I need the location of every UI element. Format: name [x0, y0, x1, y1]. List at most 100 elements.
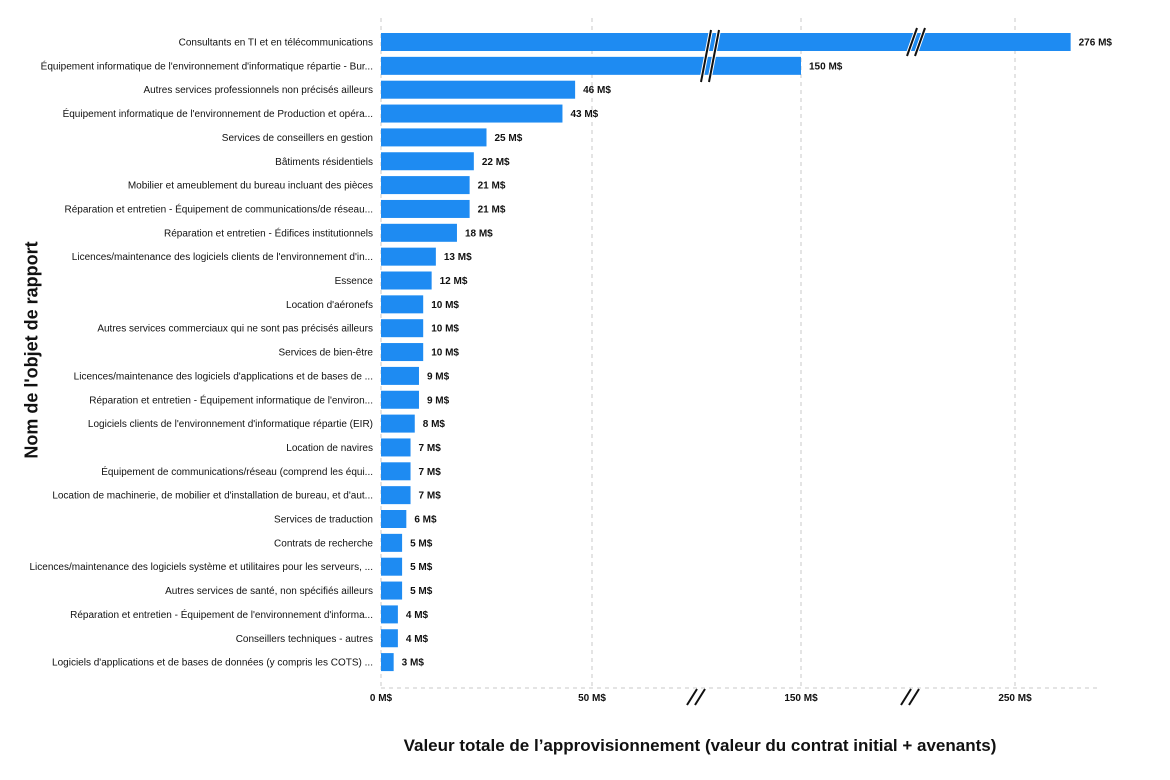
bar [381, 557, 403, 576]
category-label: Mobilier et ameublement du bureau inclua… [128, 181, 373, 192]
data-label: 7 M$ [419, 443, 442, 454]
category-label: Contrats de recherche [274, 538, 373, 549]
category-label: Réparation et entretien - Équipement inf… [89, 393, 373, 406]
category-label: Réparation et entretien - Équipement de … [70, 608, 373, 621]
data-label: 18 M$ [465, 228, 493, 239]
category-label: Essence [335, 276, 374, 287]
break-mark-slash [900, 688, 912, 706]
bar [381, 653, 394, 672]
bar [381, 80, 576, 99]
data-label: 21 M$ [478, 181, 506, 192]
bar [381, 510, 407, 528]
bar [381, 247, 436, 266]
data-label: 9 M$ [427, 395, 450, 406]
data-label: 10 M$ [431, 348, 459, 359]
category-label: Autres services professionnels non préci… [143, 85, 373, 96]
data-label: 5 M$ [410, 562, 433, 573]
axis-break-bars-1 [699, 29, 721, 83]
data-label: 5 M$ [410, 586, 433, 597]
x-tick-label: 0 M$ [370, 693, 393, 704]
category-label: Logiciels d'applications et de bases de … [52, 658, 373, 669]
bar [381, 438, 411, 457]
break-mark-slash [700, 29, 712, 83]
bar [381, 629, 398, 648]
data-label: 25 M$ [495, 133, 523, 144]
category-label: Conseillers techniques - autres [236, 634, 373, 645]
break-mark-slash [708, 29, 720, 83]
data-label: 3 M$ [402, 658, 425, 669]
data-label: 7 M$ [419, 491, 442, 502]
bar [381, 199, 470, 218]
category-label: Services de traduction [274, 515, 373, 526]
data-label: 8 M$ [423, 419, 446, 430]
y-axis-title: Nom de l'objet de rapport [21, 241, 42, 459]
category-label: Équipement informatique de l'environneme… [63, 107, 373, 120]
data-label: 22 M$ [482, 157, 510, 168]
data-label: 5 M$ [410, 538, 433, 549]
bar [381, 271, 432, 290]
bar [381, 390, 419, 409]
x-axis-title: Valeur totale de l’approvisionnement (va… [403, 736, 997, 755]
bar [381, 128, 487, 147]
data-label: 276 M$ [1079, 38, 1113, 49]
x-tick-label: 250 M$ [998, 693, 1032, 704]
category-label: Location d'aéronefs [286, 300, 373, 311]
break-mark-slash [908, 688, 920, 706]
category-label: Licences/maintenance des logiciels clien… [72, 252, 373, 263]
category-label: Bâtiments résidentiels [275, 157, 373, 168]
bar [381, 462, 411, 481]
data-label: 7 M$ [419, 467, 442, 478]
x-tick-label: 50 M$ [578, 693, 606, 704]
category-label: Services de bien-être [279, 348, 374, 359]
data-label: 21 M$ [478, 204, 506, 215]
category-label: Équipement de communications/réseau (com… [101, 465, 373, 478]
bar [381, 295, 424, 314]
data-label: 43 M$ [570, 109, 598, 120]
category-label: Consultants en TI et en télécommunicatio… [179, 38, 373, 49]
x-tick-label: 150 M$ [784, 693, 818, 704]
axis-break-tick-1 [685, 687, 707, 707]
bar [381, 486, 411, 505]
data-label: 12 M$ [440, 276, 468, 287]
axis-break-bars-2 [905, 27, 927, 57]
data-label: 10 M$ [431, 324, 459, 335]
break-mark-slash [914, 27, 926, 57]
data-label: 46 M$ [583, 85, 611, 96]
category-label: Location de navires [286, 443, 373, 454]
bar [381, 605, 398, 624]
bar [381, 343, 424, 362]
axis-break-tick-2 [899, 687, 921, 707]
bar [381, 176, 470, 195]
category-label: Licences/maintenance des logiciels systè… [30, 562, 374, 573]
category-label: Services de conseillers en gestion [222, 133, 373, 144]
break-mark-slash [686, 688, 698, 706]
category-label: Autres services de santé, non spécifiés … [165, 586, 373, 597]
data-label: 9 M$ [427, 371, 450, 382]
category-label: Autres services commerciaux qui ne sont … [97, 324, 373, 335]
bar [381, 533, 403, 552]
bar [381, 152, 474, 171]
break-mark-slash [694, 688, 706, 706]
category-label: Réparation et entretien - Équipement de … [64, 202, 373, 215]
bar [381, 56, 801, 75]
bar [381, 414, 415, 433]
bar [381, 223, 457, 242]
category-label: Location de machinerie, de mobilier et d… [52, 491, 373, 502]
data-label: 4 M$ [406, 610, 429, 621]
data-label: 4 M$ [406, 634, 429, 645]
category-label: Équipement informatique de l'environneme… [41, 59, 373, 72]
category-label: Logiciels clients de l'environnement d'i… [88, 419, 373, 430]
category-label: Licences/maintenance des logiciels d'app… [74, 371, 373, 382]
bar [381, 366, 419, 385]
bar [381, 104, 563, 123]
data-label: 10 M$ [431, 300, 459, 311]
bar [381, 319, 424, 338]
bar [381, 33, 1071, 51]
data-label: 6 M$ [414, 515, 437, 526]
data-label: 150 M$ [809, 61, 843, 72]
data-label: 13 M$ [444, 252, 472, 263]
break-mark-slash [906, 27, 918, 57]
category-label: Réparation et entretien - Édifices insti… [164, 226, 373, 239]
bar [381, 581, 403, 600]
